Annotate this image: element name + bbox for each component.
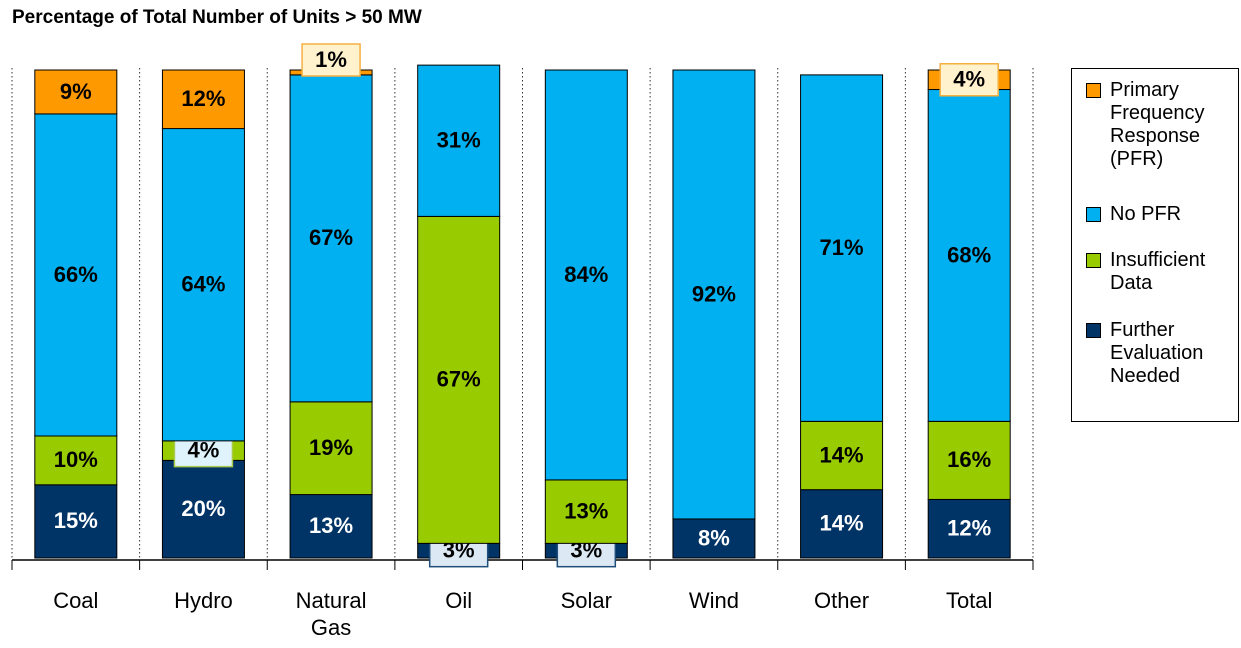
x-tick-label: Total xyxy=(945,588,993,613)
data-label: 92% xyxy=(692,281,736,306)
x-tick-label: Hydro xyxy=(174,588,233,613)
x-tick-label: Natural Gas xyxy=(295,588,367,640)
data-label: 31% xyxy=(437,128,481,153)
bar-segment xyxy=(672,518,756,559)
bar-segment xyxy=(34,435,118,486)
bar-segment xyxy=(161,69,245,130)
data-label: 84% xyxy=(564,262,608,287)
data-label: 71% xyxy=(820,235,864,260)
data-label: 67% xyxy=(309,225,353,250)
data-label: 64% xyxy=(181,272,225,297)
data-label: 13% xyxy=(564,498,608,523)
legend-swatch xyxy=(1086,207,1101,222)
bar-segment xyxy=(544,69,628,481)
bar-segment xyxy=(672,69,756,520)
x-tick-label: Wind xyxy=(688,588,739,613)
label-box xyxy=(939,63,999,97)
legend-swatch xyxy=(1086,323,1101,338)
data-label: 12% xyxy=(947,516,991,541)
data-label: 14% xyxy=(820,442,864,467)
data-label: 16% xyxy=(947,447,991,472)
x-tick-label: Solar xyxy=(560,588,612,613)
data-label: 13% xyxy=(309,513,353,538)
data-label: 9% xyxy=(60,79,92,104)
data-label: 1% xyxy=(315,47,347,72)
data-label: 67% xyxy=(437,367,481,392)
bar-segment xyxy=(34,69,118,115)
data-label: 14% xyxy=(820,511,864,536)
data-label: 4% xyxy=(188,437,220,462)
bar-segment xyxy=(417,215,501,544)
x-tick-label: Oil xyxy=(445,588,473,613)
bar-segment xyxy=(161,128,245,442)
legend-label: Primary Frequency Response (PFR) xyxy=(1110,79,1205,170)
bar-segment xyxy=(800,74,884,422)
data-label: 68% xyxy=(947,242,991,267)
label-box xyxy=(301,43,361,77)
bar-segment xyxy=(927,420,1011,500)
legend-label: No PFR xyxy=(1110,203,1182,225)
legend: Primary Frequency Response (PFR) No PFR In… xyxy=(1071,68,1239,422)
legend-swatch xyxy=(1086,83,1101,98)
legend-label: Further Evaluation Needed xyxy=(1110,319,1204,387)
data-label: 8% xyxy=(698,525,730,550)
legend-swatch xyxy=(1086,253,1101,268)
data-label: 12% xyxy=(181,86,225,111)
data-label: 10% xyxy=(54,447,98,472)
bar-segment xyxy=(289,401,373,496)
bar-segment xyxy=(927,498,1011,559)
data-label: 20% xyxy=(181,496,225,521)
data-label: 15% xyxy=(54,508,98,533)
bar-segment xyxy=(800,420,884,491)
x-tick-label: Coal xyxy=(53,588,99,613)
bar-segment xyxy=(800,489,884,559)
bar-segment xyxy=(34,484,118,559)
bar-segment xyxy=(161,459,245,559)
bar-segment xyxy=(289,74,373,403)
data-label: 66% xyxy=(54,262,98,287)
data-label: 4% xyxy=(953,67,985,92)
chart-title: Percentage of Total Number of Units > 50… xyxy=(12,7,422,28)
x-tick-label: Other xyxy=(814,588,870,613)
data-label: 19% xyxy=(309,435,353,460)
bar-segment xyxy=(417,64,501,217)
bar-segment xyxy=(34,113,118,437)
legend-label: Insufficient Data xyxy=(1110,249,1206,294)
